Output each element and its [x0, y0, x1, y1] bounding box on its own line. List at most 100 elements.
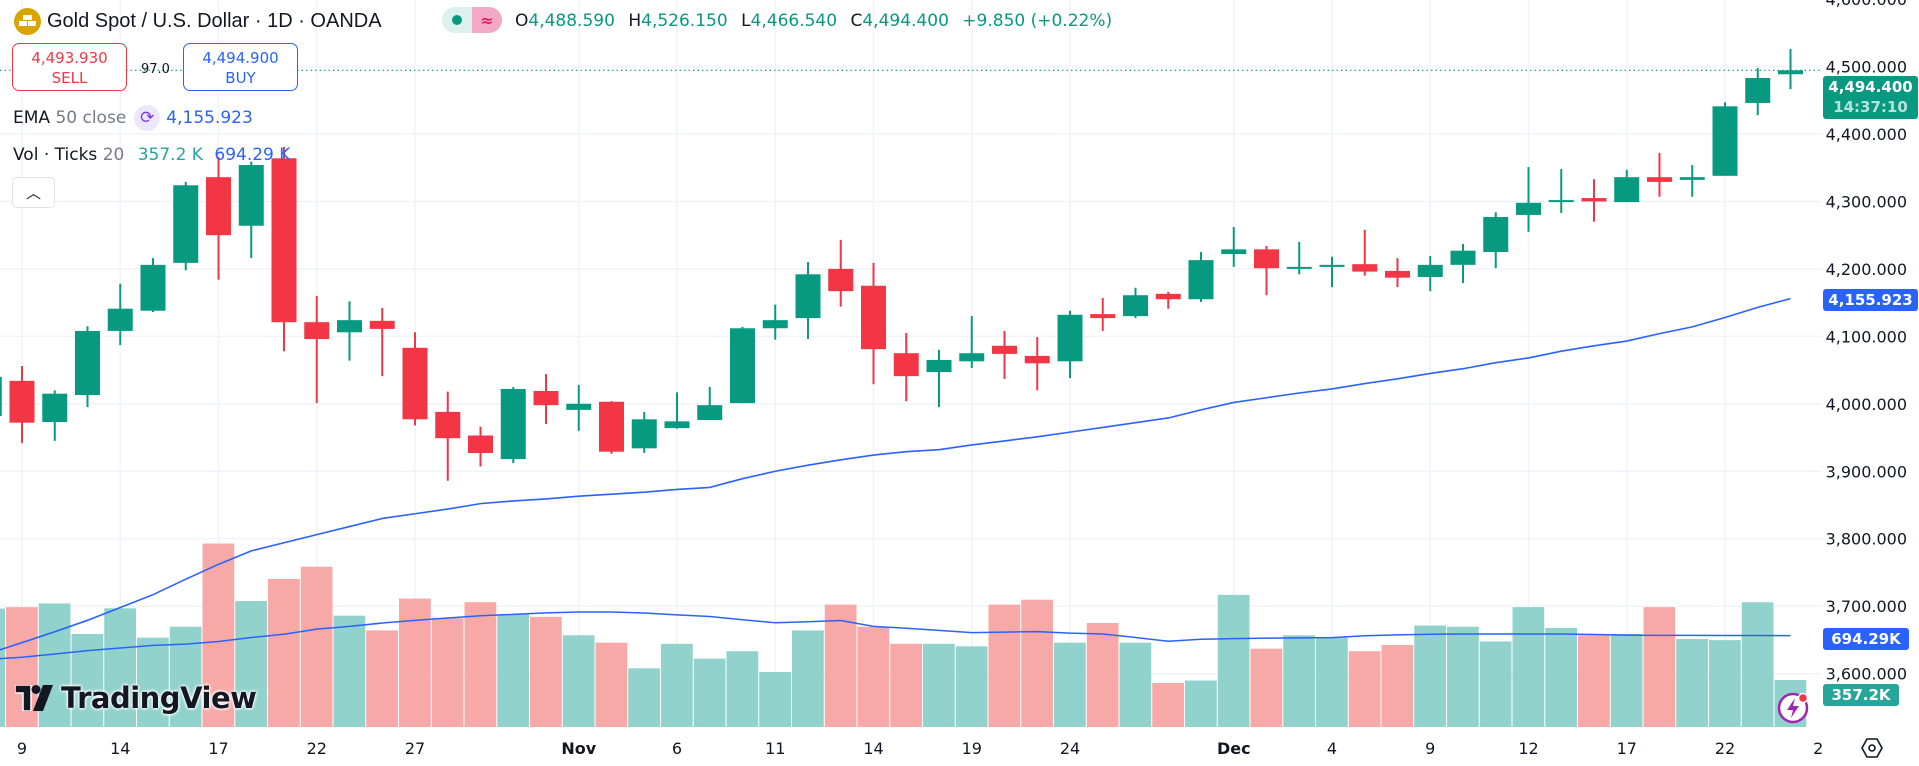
- date-tick-label: 4: [1327, 739, 1337, 758]
- candle-body: [1352, 264, 1378, 272]
- date-tick-label: 17: [1617, 739, 1637, 758]
- vol-ma-value: 694.29 K: [214, 145, 291, 165]
- ema-legend[interactable]: EMA 50 close ⟳ 4,155.923: [13, 105, 253, 131]
- date-tick-label: 22: [307, 739, 327, 758]
- candle-body: [893, 353, 919, 377]
- date-tick-label: 14: [863, 739, 883, 758]
- volume-bar: [890, 643, 922, 727]
- candle-body: [42, 393, 68, 423]
- time-axis[interactable]: 9 14 17 22 27 Nov 6 11 14 19 24 Dec 4 9 12 17 22 26: [17, 739, 1834, 758]
- candle-body: [664, 421, 690, 429]
- ema-polyline: [0, 297, 1791, 651]
- volume-bar: [1512, 607, 1545, 727]
- open-key: O: [515, 11, 529, 31]
- volume-bar: [1414, 625, 1446, 727]
- volume-bar: [726, 651, 759, 727]
- tradingview-logo[interactable]: TradingView: [15, 681, 257, 715]
- buy-label: BUY: [225, 69, 256, 87]
- price-tick-label: 4,300.000: [1826, 192, 1907, 211]
- candle-body: [1778, 70, 1803, 75]
- candle-body: [1745, 78, 1771, 103]
- market-status-pill[interactable]: ≈: [442, 7, 502, 33]
- candle-body: [1516, 202, 1541, 215]
- volume-bar: [955, 646, 988, 727]
- candle-body: [697, 405, 723, 420]
- candle-body: [861, 285, 886, 350]
- volume-ma-polyline: [0, 611, 1791, 660]
- candle-body: [402, 347, 428, 420]
- ema-value: 4,155.923: [166, 108, 253, 128]
- low-key: L: [741, 11, 751, 31]
- volume-bar: [1119, 642, 1152, 727]
- candle-body: [173, 185, 199, 263]
- lightning-alert-icon[interactable]: [1776, 691, 1810, 725]
- volume-bars: [0, 543, 1807, 727]
- volume-bar: [661, 643, 693, 727]
- candle-body: [1581, 198, 1607, 202]
- buy-price: 4,494.900: [202, 49, 279, 67]
- volume-bar: [333, 615, 366, 727]
- ema-price-badge: 4,155.923: [1823, 289, 1918, 311]
- volume-bar: [595, 642, 628, 727]
- candle-body: [107, 308, 133, 331]
- chevron-up-icon: ︿: [25, 184, 41, 202]
- volume-bar: [1217, 594, 1250, 727]
- tradingview-logo-icon: [15, 685, 53, 711]
- change-value: +9.850 (+0.22%): [962, 11, 1113, 31]
- date-tick-label: 24: [1060, 739, 1080, 758]
- candle-body: [1254, 249, 1279, 269]
- close-value: 4,494.400: [862, 11, 949, 31]
- price-tick-label: 4,500.000: [1826, 58, 1907, 77]
- price-axis[interactable]: 4,600.000 4,500.000 4,400.000 4,300.000 4,20…: [1826, 0, 1907, 684]
- settings-icon[interactable]: [1860, 736, 1884, 760]
- candle-body: [1286, 266, 1312, 269]
- date-tick-label: 9: [1425, 739, 1435, 758]
- buy-button[interactable]: 4,494.900 BUY: [183, 43, 298, 91]
- volume-bar: [268, 578, 300, 727]
- candle-body: [238, 165, 264, 226]
- collapse-legend-button[interactable]: ︿: [12, 177, 55, 208]
- volume-bar: [1709, 640, 1741, 727]
- volume-bar: [104, 608, 136, 727]
- date-tick-label: Dec: [1217, 739, 1251, 758]
- candle-body: [1679, 177, 1705, 180]
- volume-legend[interactable]: Vol · Ticks 20 357.2 K 694.29 K: [13, 143, 290, 167]
- candle-body: [1614, 177, 1640, 203]
- volume-bar: [1316, 637, 1348, 727]
- volume-ma-line: [0, 611, 1791, 660]
- volume-bar: [137, 637, 169, 727]
- vol-name: Vol · Ticks: [13, 145, 98, 165]
- volume-bar: [759, 671, 791, 727]
- volume-bar: [1054, 642, 1086, 727]
- volume-bar: [1283, 635, 1315, 727]
- vol-value: 357.2 K: [137, 145, 203, 165]
- volume-bar: [366, 630, 398, 727]
- refresh-icon[interactable]: ⟳: [134, 105, 161, 131]
- candle-body: [1057, 314, 1083, 362]
- volume-bar: [399, 598, 431, 727]
- candle-body: [337, 320, 362, 333]
- vol-ma-badge: 694.29K: [1823, 628, 1909, 650]
- candle-body: [271, 158, 297, 323]
- candle-body: [140, 264, 166, 311]
- candle-body: [1090, 314, 1116, 319]
- candle-body: [1450, 250, 1476, 265]
- date-tick-label: 26: [1813, 739, 1833, 758]
- last-price: 4,494.400: [1828, 78, 1913, 96]
- candle-body: [1417, 264, 1443, 277]
- candle-body: [926, 359, 952, 373]
- sell-button[interactable]: 4,493.930 SELL: [12, 43, 127, 91]
- volume-bar: [1479, 641, 1512, 727]
- candle-body: [730, 328, 755, 404]
- vol-params: 20: [102, 145, 125, 165]
- candle-body: [1712, 106, 1738, 176]
- volume-bar: [1348, 651, 1381, 727]
- candle-body: [1319, 264, 1345, 267]
- symbol-title[interactable]: Gold Spot / U.S. Dollar · 1D · OANDA: [47, 10, 382, 32]
- candle-body: [828, 268, 854, 292]
- date-tick-label: 6: [672, 739, 682, 758]
- candle-body: [1155, 293, 1181, 300]
- volume-bar: [300, 566, 333, 727]
- date-tick-label: 19: [962, 739, 982, 758]
